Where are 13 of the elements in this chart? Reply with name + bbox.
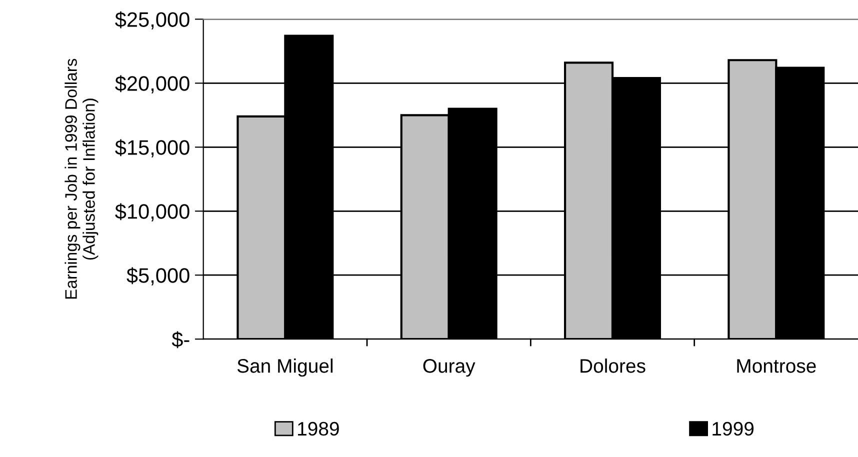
y-axis-title: Earnings per Job in 1999 Dollars (Adjusted for Inflation): [64, 58, 98, 299]
y-tick-label: $-: [172, 331, 190, 348]
y-tick-label: $20,000: [115, 75, 190, 94]
x-tick-label: Montrose: [737, 359, 816, 373]
legend-label: 1989: [298, 422, 339, 436]
x-tick-label: Ouray: [423, 359, 476, 377]
y-tick-label: $25,000: [115, 11, 190, 30]
x-tick-label: Dolores: [580, 358, 646, 373]
x-tick-label: San Miguel: [237, 358, 333, 377]
y-tick-label: $5,000: [126, 267, 190, 286]
y-tick-label: $10,000: [115, 203, 190, 222]
legend-label: 1999: [712, 422, 754, 436]
y-tick-label: $15,000: [115, 139, 190, 158]
